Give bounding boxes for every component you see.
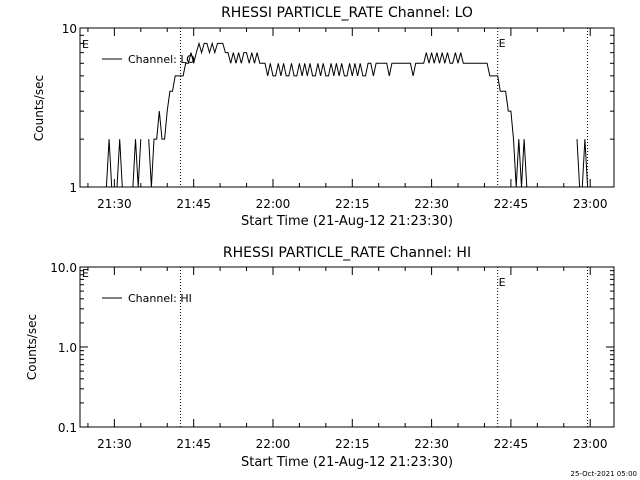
x-tick-label: 21:45 bbox=[176, 197, 211, 211]
chart-title: RHESSI PARTICLE_RATE Channel: HI bbox=[223, 245, 471, 261]
plot-frame bbox=[79, 27, 615, 188]
x-tick-label: 22:00 bbox=[256, 437, 291, 451]
x-tick-label: 21:30 bbox=[97, 197, 132, 211]
legend: Channel: LO bbox=[102, 53, 195, 66]
y-tick-label: 1.0 bbox=[58, 341, 77, 355]
x-tick-label: 23:00 bbox=[573, 197, 608, 211]
legend: Channel: HI bbox=[102, 292, 192, 305]
y-tick-label: 1 bbox=[69, 181, 77, 195]
x-tick-label: 23:00 bbox=[573, 437, 608, 451]
corner-label: E bbox=[82, 38, 89, 51]
chart-panel-lo: RHESSI PARTICLE_RATE Channel: LO Counts/… bbox=[32, 5, 615, 229]
x-tick-label: 22:45 bbox=[494, 437, 529, 451]
y-tick-label: 0.1 bbox=[58, 421, 77, 435]
x-tick-label: 21:30 bbox=[97, 437, 132, 451]
x-axis-label: Start Time (21-Aug-12 21:23:30) bbox=[241, 455, 453, 470]
x-tick-label: 22:30 bbox=[414, 437, 449, 451]
event-marker-label: E bbox=[499, 276, 506, 289]
x-tick-label: 22:45 bbox=[494, 197, 529, 211]
legend-entry: Channel: HI bbox=[128, 292, 192, 305]
y-axis-label: Counts/sec bbox=[32, 75, 46, 141]
x-tick-label: 21:45 bbox=[176, 437, 211, 451]
legend-entry: Channel: LO bbox=[128, 53, 195, 66]
y-tick-label: 10.0 bbox=[50, 261, 77, 275]
series-line bbox=[105, 41, 589, 188]
generation-timestamp: 25-Oct-2021 05:00 bbox=[571, 470, 637, 478]
y-tick-label: 10 bbox=[62, 22, 77, 36]
corner-label: E bbox=[82, 267, 89, 280]
chart-panel-hi: RHESSI PARTICLE_RATE Channel: HI Counts/… bbox=[25, 245, 615, 470]
x-tick-label: 22:15 bbox=[335, 437, 370, 451]
x-tick-label: 22:15 bbox=[335, 197, 370, 211]
x-tick-label: 22:00 bbox=[256, 197, 291, 211]
x-axis-label: Start Time (21-Aug-12 21:23:30) bbox=[241, 214, 453, 229]
event-marker-label: E bbox=[499, 37, 506, 50]
chart-title: RHESSI PARTICLE_RATE Channel: LO bbox=[221, 5, 473, 21]
y-axis-label: Counts/sec bbox=[25, 314, 39, 380]
x-tick-label: 22:30 bbox=[414, 197, 449, 211]
plot-frame bbox=[79, 266, 615, 428]
